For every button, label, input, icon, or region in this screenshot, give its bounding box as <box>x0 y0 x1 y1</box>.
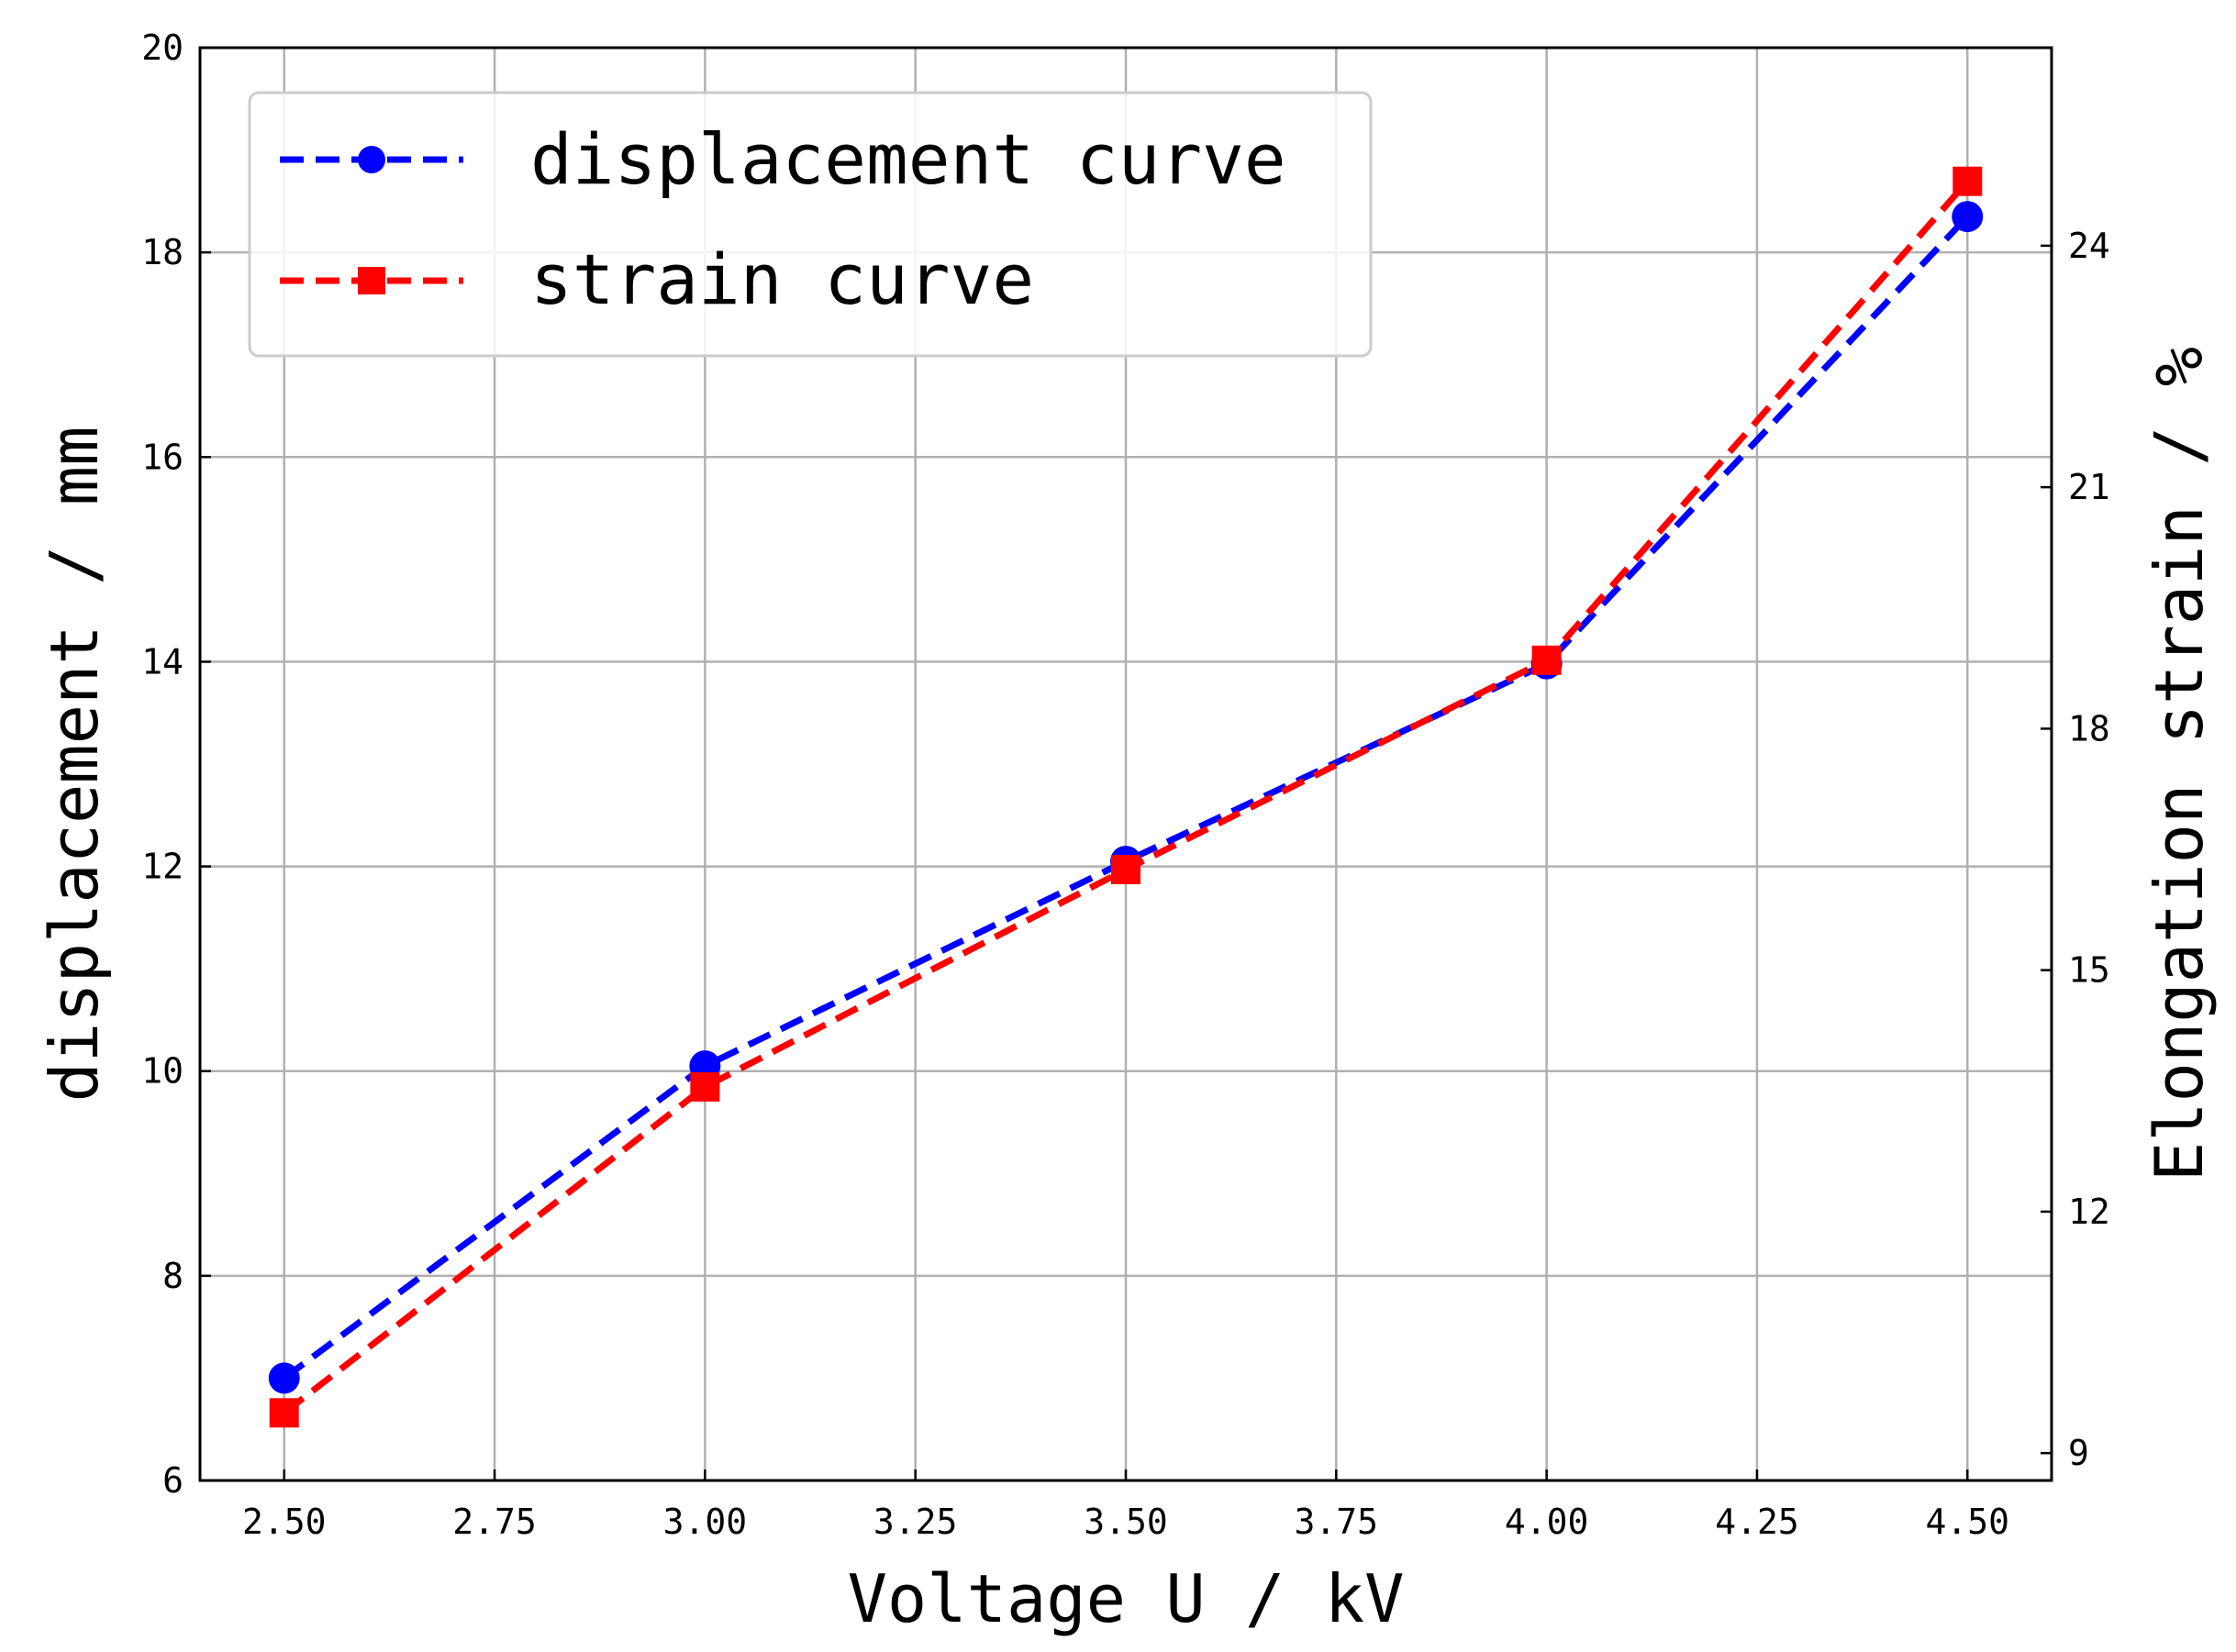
x-tick-label: 4.50 <box>1926 1502 2010 1542</box>
x-tick-label: 3.50 <box>1084 1502 1168 1542</box>
legend: displacement curve strain curve <box>248 91 1373 358</box>
x-tick-label: 3.25 <box>873 1502 958 1542</box>
y-tick-label: 18 <box>141 232 184 272</box>
series-line-displacement <box>282 214 1970 1381</box>
y-tick-label: 12 <box>141 847 184 887</box>
legend-marker-displacement <box>358 146 385 173</box>
legend-label-strain: strain curve <box>530 238 1034 320</box>
data-point-displacement <box>1952 201 1984 233</box>
x-tick-label: 2.50 <box>242 1502 327 1542</box>
y-tick-label: 10 <box>141 1051 184 1092</box>
data-point-strain <box>1111 854 1140 884</box>
x-tick-label: 4.25 <box>1715 1502 1799 1542</box>
data-point-strain <box>269 1398 299 1428</box>
data-point-strain <box>1531 645 1562 675</box>
y-tick-label: 8 <box>162 1256 184 1296</box>
x-axis-title: Voltage U / kV <box>848 1560 1405 1637</box>
y-tick-label: 6 <box>162 1460 184 1501</box>
y-tick-label: 14 <box>141 641 184 682</box>
x-tick-label: 2.75 <box>452 1502 537 1542</box>
y2-axis-title: Elongation strain / % <box>2141 347 2218 1181</box>
legend-box <box>248 91 1373 358</box>
y-tick-label: 16 <box>141 437 184 477</box>
y2-tick-label: 18 <box>2068 708 2110 748</box>
data-point-displacement <box>268 1362 300 1394</box>
x-tick-label: 4.00 <box>1505 1502 1589 1542</box>
y2-tick-label: 21 <box>2068 467 2110 507</box>
legend-marker-strain <box>358 267 385 294</box>
y2-tick-label: 24 <box>2068 226 2110 266</box>
y-tick-label: 20 <box>141 28 184 68</box>
x-tick-label: 3.00 <box>663 1502 748 1542</box>
data-point-strain <box>1952 166 1983 196</box>
y2-tick-label: 9 <box>2068 1433 2089 1473</box>
axes: 2.50 2.75 3.00 3.25 3.50 3.75 4.00 4.25 4.50 6 8 10… <box>141 28 2110 1542</box>
series-layer <box>268 166 1984 1428</box>
x-tick-label: 3.75 <box>1295 1502 1379 1542</box>
legend-label-displacement: displacement curve <box>530 118 1286 200</box>
y2-tick-label: 15 <box>2068 950 2110 991</box>
data-point-strain <box>690 1071 720 1102</box>
y2-tick-label: 12 <box>2068 1192 2110 1232</box>
y-axis-title: displacement / mm <box>36 427 113 1103</box>
